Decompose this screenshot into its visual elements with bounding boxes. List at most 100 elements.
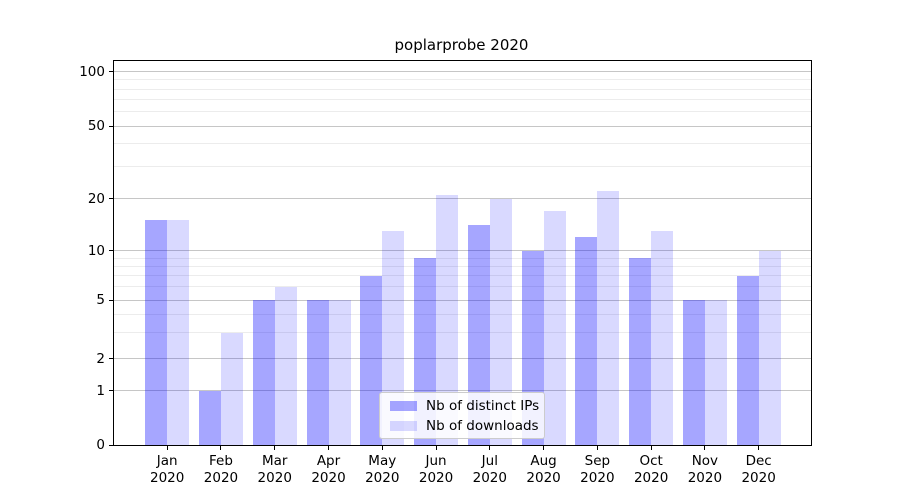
x-tick-mark-feb xyxy=(220,446,222,450)
x-tick-month-apr: Apr xyxy=(316,453,341,469)
bar-nb-of-downloads-jan xyxy=(167,220,190,445)
y-tick-mark-1 xyxy=(109,390,114,391)
x-tick-label-nov: Nov 2020 xyxy=(673,453,737,487)
gridline-minor-90 xyxy=(114,79,811,81)
x-tick-year-feb: 2020 xyxy=(203,470,239,486)
gridline-minor-70 xyxy=(114,99,811,101)
bar-nb-of-downloads-jun xyxy=(436,194,459,445)
x-tick-mark-oct xyxy=(650,446,652,450)
legend-entry-nb-of-distinct-ips: Nb of distinct IPs xyxy=(390,398,539,414)
y-tick-mark-10 xyxy=(109,250,114,251)
y-tick-mark-20 xyxy=(109,198,114,199)
bar-nb-of-downloads-sep xyxy=(597,190,620,445)
x-tick-month-may: May xyxy=(368,453,397,469)
bar-nb-of-distinct-ips-oct xyxy=(629,258,652,445)
x-tick-month-feb: Feb xyxy=(209,453,233,469)
x-tick-label-apr: Apr 2020 xyxy=(297,453,361,487)
gridline-major-100 xyxy=(114,71,811,72)
legend-swatch-nb-of-distinct-ips xyxy=(390,400,417,411)
y-tick-label-2: 2 xyxy=(96,350,105,367)
legend-label-nb-of-downloads: Nb of downloads xyxy=(426,417,539,434)
gridline-major-2 xyxy=(114,358,811,359)
legend: Nb of distinct IPs Nb of downloads xyxy=(379,392,545,439)
x-tick-month-mar: Mar xyxy=(261,453,288,469)
bar-nb-of-downloads-jul xyxy=(489,198,512,445)
y-tick-label-100: 100 xyxy=(79,63,105,80)
gridline-minor-60 xyxy=(114,111,811,113)
x-tick-label-aug: Aug 2020 xyxy=(512,453,576,487)
x-tick-label-mar: Mar 2020 xyxy=(243,453,307,487)
x-tick-label-dec: Dec 2020 xyxy=(727,453,791,487)
y-tick-mark-2 xyxy=(109,358,114,359)
x-tick-year-aug: 2020 xyxy=(526,470,561,486)
gridline-major-50 xyxy=(114,125,811,127)
x-tick-label-may: May 2020 xyxy=(350,453,414,487)
bar-nb-of-distinct-ips-feb xyxy=(198,390,221,445)
x-tick-year-jan: 2020 xyxy=(150,470,185,486)
y-tick-label-0: 0 xyxy=(96,437,105,453)
y-tick-mark-5 xyxy=(109,299,114,301)
gridline-major-10 xyxy=(114,250,811,251)
gridline-major-20 xyxy=(114,198,811,199)
x-tick-mark-jan xyxy=(166,446,168,450)
bar-nb-of-distinct-ips-jul xyxy=(467,225,490,445)
bar-nb-of-distinct-ips-jan xyxy=(145,220,168,445)
y-tick-mark-50 xyxy=(109,125,114,127)
bar-nb-of-downloads-feb xyxy=(220,332,243,445)
plot-area: Nb of distinct IPs Nb of downloads 0 1 2 5 10… xyxy=(79,60,812,486)
x-tick-mark-sep xyxy=(596,446,598,450)
y-tick-mark-100 xyxy=(109,71,114,72)
y-tick-mark-0 xyxy=(109,444,114,446)
legend-swatch-nb-of-downloads xyxy=(390,420,417,431)
bar-nb-of-distinct-ips-may xyxy=(360,275,383,445)
x-tick-label-jan: Jan 2020 xyxy=(135,453,199,487)
gridline-minor-8 xyxy=(114,265,811,267)
bar-nb-of-distinct-ips-nov xyxy=(682,300,705,445)
bar-nb-of-downloads-apr xyxy=(328,300,351,445)
x-tick-year-nov: 2020 xyxy=(687,470,723,486)
y-tick-label-20: 20 xyxy=(87,190,105,207)
bar-nb-of-distinct-ips-mar xyxy=(252,300,275,445)
x-tick-label-jun: Jun 2020 xyxy=(404,453,468,487)
x-tick-year-mar: 2020 xyxy=(257,470,292,486)
x-tick-month-dec: Dec xyxy=(745,453,772,469)
x-tick-month-nov: Nov xyxy=(691,453,719,469)
x-tick-mark-jul xyxy=(489,446,491,450)
y-tick-label-10: 10 xyxy=(87,242,105,259)
x-tick-label-oct: Oct 2020 xyxy=(619,453,683,487)
gridline-minor-4 xyxy=(114,313,811,315)
x-tick-year-may: 2020 xyxy=(365,470,400,486)
x-tick-month-jun: Jun xyxy=(425,453,447,469)
x-tick-year-apr: 2020 xyxy=(311,470,346,486)
gridline-minor-6 xyxy=(114,286,811,288)
y-tick-label-5: 5 xyxy=(96,292,105,308)
x-tick-mark-may xyxy=(381,446,383,450)
y-tick-label-50: 50 xyxy=(87,118,105,134)
bar-nb-of-downloads-oct xyxy=(651,230,674,445)
x-tick-mark-aug xyxy=(543,446,545,450)
x-tick-mark-mar xyxy=(274,446,276,450)
legend-label-nb-of-distinct-ips: Nb of distinct IPs xyxy=(426,397,540,414)
x-tick-year-sep: 2020 xyxy=(580,470,615,486)
gridline-major-1 xyxy=(114,390,811,391)
x-tick-mark-jun xyxy=(435,446,437,450)
x-tick-month-sep: Sep xyxy=(584,453,611,469)
gridline-major-5 xyxy=(114,299,811,301)
x-tick-year-oct: 2020 xyxy=(633,470,669,486)
chart-title: poplarprobe 2020 xyxy=(394,36,529,54)
x-tick-month-jan: Jan xyxy=(156,453,178,469)
bar-nb-of-distinct-ips-dec xyxy=(736,275,759,445)
x-tick-mark-nov xyxy=(704,446,706,450)
bar-nb-of-downloads-mar xyxy=(274,286,297,445)
gridline-minor-80 xyxy=(114,88,811,90)
x-tick-mark-apr xyxy=(328,446,329,450)
x-tick-label-jul: Jul 2020 xyxy=(458,453,522,487)
y-tick-label-1: 1 xyxy=(96,382,105,399)
gridline-minor-7 xyxy=(114,275,811,277)
bar-nb-of-distinct-ips-apr xyxy=(306,300,329,445)
x-tick-month-oct: Oct xyxy=(639,453,663,469)
x-tick-month-aug: Aug xyxy=(530,453,557,469)
x-tick-year-jul: 2020 xyxy=(472,470,507,486)
gridline-minor-9 xyxy=(114,257,811,259)
x-tick-mark-dec xyxy=(758,446,760,450)
